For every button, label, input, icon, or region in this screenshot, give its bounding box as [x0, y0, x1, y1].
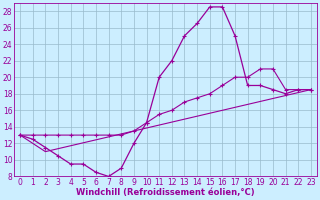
X-axis label: Windchill (Refroidissement éolien,°C): Windchill (Refroidissement éolien,°C)	[76, 188, 255, 197]
